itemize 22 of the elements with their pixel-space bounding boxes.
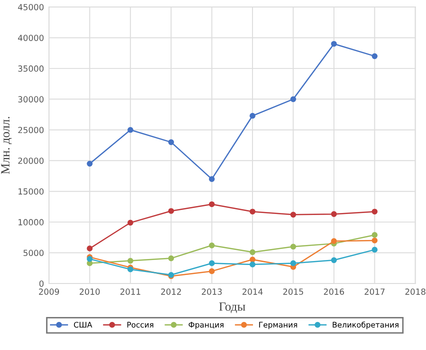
x-axis-title: Годы [219, 302, 246, 314]
x-tick-label: 2011 [120, 288, 140, 295]
y-axis-title: Млн. долл. [1, 116, 12, 174]
y-tick-label: 10000 [18, 219, 44, 226]
x-tick-label: 2014 [242, 288, 263, 295]
y-tick-label: 25000 [18, 126, 44, 134]
y-tick-label: 35000 [18, 65, 44, 72]
y-tick-label: 0 [39, 280, 44, 287]
x-tick-label: 2013 [202, 288, 222, 295]
y-tick-label: 15000 [18, 188, 44, 195]
y-tick-label: 30000 [18, 96, 44, 102]
x-tick-label: 2010 [80, 288, 100, 295]
y-tick-label: 45000 [18, 4, 44, 10]
x-tick-label: 2015 [283, 288, 304, 295]
x-tick-label: 2018 [405, 288, 426, 295]
y-tick-label: 40000 [18, 34, 44, 42]
x-tick-label: 2012 [161, 288, 181, 295]
y-tick-label: 5000 [24, 250, 44, 256]
y-tick-label: 20000 [18, 158, 44, 164]
x-tick-label: 2016 [324, 288, 344, 295]
x-tick-label: 2017 [364, 288, 385, 295]
x-tick-label: 2009 [38, 288, 60, 295]
